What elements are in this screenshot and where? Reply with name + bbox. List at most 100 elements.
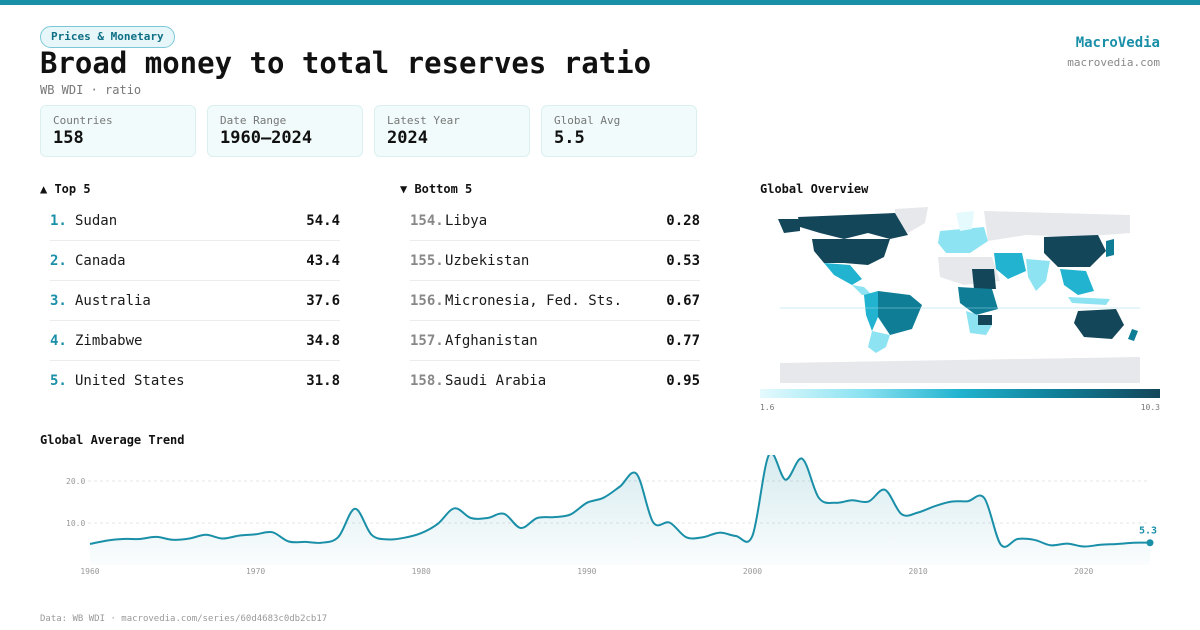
trend-point[interactable] [203,532,208,537]
map-region-china[interactable] [1044,235,1106,267]
brand-url[interactable]: macrovedia.com [1067,56,1160,69]
top5-row[interactable]: 3. Australia 37.6 [50,281,340,321]
trend-point[interactable] [154,534,159,539]
trend-point[interactable] [286,539,291,544]
trend-point[interactable] [452,506,457,511]
trend-point[interactable] [982,496,987,501]
map-region-india[interactable] [1026,259,1050,291]
trend-point[interactable] [601,495,606,500]
trend-point[interactable] [899,512,904,517]
trend-point[interactable] [551,515,556,520]
trend-point[interactable] [618,484,623,489]
trend-point[interactable] [88,542,93,547]
trend-point[interactable] [634,471,639,476]
trend-point[interactable] [833,500,838,505]
trend-point[interactable] [485,515,490,520]
brand-logo[interactable]: MacroVedia [1075,35,1160,51]
category-tag[interactable]: Prices & Monetary [40,26,175,48]
map-region-brazil[interactable] [878,291,922,335]
trend-point[interactable] [319,540,324,545]
trend-point[interactable] [1015,536,1020,541]
map-region-europe[interactable] [938,227,988,253]
trend-point[interactable] [949,499,954,504]
trend-point[interactable] [1065,541,1070,546]
trend-point[interactable] [303,539,308,544]
trend-point[interactable] [137,536,142,541]
map-region-new-zealand[interactable] [1128,329,1138,341]
trend-point[interactable] [750,533,755,538]
trend-point[interactable] [419,531,424,536]
trend-point[interactable] [237,533,242,538]
trend-point[interactable] [733,534,738,539]
map-region-australia[interactable] [1074,309,1124,339]
trend-point[interactable] [386,537,391,542]
trend-point[interactable] [502,511,507,516]
bottom5-row[interactable]: 156. Micronesia, Fed. Sts. 0.67 [410,281,700,321]
map-region-greenland[interactable] [895,207,928,233]
trend-point[interactable] [270,530,275,535]
map-region-central-africa[interactable] [958,287,998,315]
trend-point[interactable] [170,537,175,542]
trend-point[interactable] [667,520,672,525]
map-region-southeast-asia[interactable] [1060,269,1094,295]
top5-row[interactable]: 5. United States 31.8 [50,361,340,401]
map-region-middle-east[interactable] [994,253,1026,279]
map-region-united-states[interactable] [812,239,890,265]
trend-point[interactable] [369,532,374,537]
trend-point[interactable] [965,499,970,504]
trend-point[interactable] [1081,544,1086,549]
map-region-scandinavia[interactable] [956,211,974,231]
world-choropleth-map[interactable] [760,205,1160,385]
map-region-zimbabwe[interactable] [978,315,992,325]
map-region-sudan[interactable] [972,269,996,289]
map-region-mexico[interactable] [824,263,862,285]
top5-row[interactable]: 2. Canada 43.4 [50,241,340,281]
trend-point[interactable] [584,500,589,505]
trend-point[interactable] [402,535,407,540]
trend-point[interactable] [651,520,656,525]
trend-point[interactable] [700,535,705,540]
map-region-argentina[interactable] [868,331,890,353]
footer-source[interactable]: Data: WB WDI · macrovedia.com/series/60d… [40,614,328,624]
trend-point[interactable] [932,504,937,509]
trend-point[interactable] [253,532,258,537]
map-region-canada[interactable] [798,213,908,239]
trend-point[interactable] [684,535,689,540]
trend-point[interactable] [849,498,854,503]
trend-point[interactable] [717,530,722,535]
top5-row[interactable]: 4. Zimbabwe 34.8 [50,321,340,361]
map-region-japan[interactable] [1106,239,1114,257]
trend-point[interactable] [220,536,225,541]
trend-point[interactable] [998,542,1003,547]
trend-point[interactable] [800,456,805,461]
trend-point[interactable] [353,506,358,511]
map-region-southern-africa[interactable] [966,311,992,335]
map-region-south-america-west[interactable] [864,291,878,331]
trend-point[interactable] [187,536,192,541]
trend-point[interactable] [916,510,921,515]
map-region-antarctica[interactable] [780,357,1140,383]
bottom5-row[interactable]: 157. Afghanistan 0.77 [410,321,700,361]
trend-point[interactable] [1131,540,1136,545]
trend-point[interactable] [783,477,788,482]
trend-point[interactable] [1032,537,1037,542]
bottom5-row[interactable]: 155. Uzbekistan 0.53 [410,241,700,281]
trend-point[interactable] [1098,542,1103,547]
trend-point[interactable] [435,521,440,526]
bottom5-row[interactable]: 154. Libya 0.28 [410,201,700,241]
trend-point[interactable] [816,495,821,500]
trend-point[interactable] [518,526,523,531]
map-region-alaska[interactable] [778,219,800,233]
map-region-central-america[interactable] [852,285,872,295]
trend-point[interactable] [104,538,109,543]
trend-point[interactable] [568,512,573,517]
map-region-indonesia[interactable] [1068,297,1110,305]
trend-point[interactable] [336,534,341,539]
trend-point[interactable] [535,515,540,520]
trend-last-point[interactable] [1146,539,1154,547]
trend-point[interactable] [1048,543,1053,548]
top5-row[interactable]: 1. Sudan 54.4 [50,201,340,241]
map-region-russia[interactable] [984,211,1130,241]
trend-point[interactable] [1114,542,1119,547]
trend-point[interactable] [121,536,126,541]
